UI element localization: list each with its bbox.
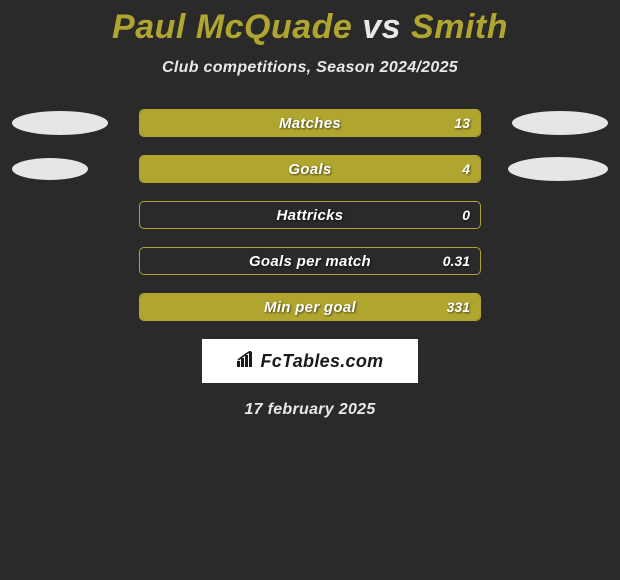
logo-box: FcTables.com [202, 339, 418, 383]
stat-bar: Goals4 [139, 155, 481, 183]
player-marker-left [12, 158, 88, 180]
player-marker-right [508, 157, 608, 181]
stats-area: Matches13 Goals4 Hattricks0 Goals per match… [0, 109, 620, 321]
stat-bar: Hattricks0 [139, 201, 481, 229]
stat-row: Goals per match0.31 [0, 247, 620, 275]
stat-label: Matches [140, 110, 480, 136]
stat-bar: Matches13 [139, 109, 481, 137]
stat-value: 331 [447, 294, 470, 320]
stat-row: Matches13 [0, 109, 620, 137]
stat-label: Min per goal [140, 294, 480, 320]
title-player1: Paul McQuade [112, 8, 352, 46]
player-marker-right [512, 111, 608, 135]
title-player2: Smith [411, 8, 508, 46]
stat-row: Goals4 [0, 155, 620, 183]
logo-text: FcTables.com [261, 351, 384, 372]
logo: FcTables.com [237, 351, 384, 372]
player-marker-left [12, 111, 108, 135]
stat-value: 0.31 [443, 248, 470, 274]
stat-label: Hattricks [140, 202, 480, 228]
page-title: Paul McQuade vs Smith [0, 8, 620, 47]
subtitle: Club competitions, Season 2024/2025 [0, 59, 620, 77]
stat-value: 13 [454, 110, 470, 136]
stat-row: Hattricks0 [0, 201, 620, 229]
stat-bar: Goals per match0.31 [139, 247, 481, 275]
stat-label: Goals per match [140, 248, 480, 274]
chart-icon [237, 351, 257, 372]
stat-value: 0 [462, 202, 470, 228]
stat-value: 4 [462, 156, 470, 182]
title-vs: vs [362, 8, 401, 46]
stat-row: Min per goal331 [0, 293, 620, 321]
stat-bar: Min per goal331 [139, 293, 481, 321]
stat-label: Goals [140, 156, 480, 182]
date-line: 17 february 2025 [0, 401, 620, 419]
header: Paul McQuade vs Smith Club competitions,… [0, 0, 620, 77]
